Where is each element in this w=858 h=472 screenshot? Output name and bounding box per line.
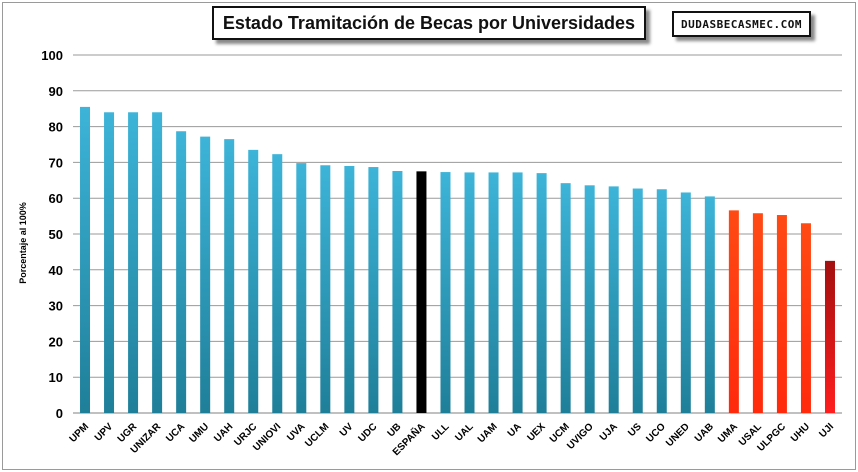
bar-ub [392, 170, 403, 413]
bar-ucm [560, 183, 571, 413]
y-tick-label: 0 [56, 406, 63, 421]
bar-ull [440, 172, 451, 413]
y-tick-label: 20 [49, 334, 63, 349]
x-tick-label: UAL [453, 421, 475, 443]
bar-unizar [152, 112, 163, 413]
bar-ulpgc [776, 215, 787, 413]
x-tick-label: UA [506, 421, 524, 439]
x-tick-label: UJA [598, 421, 620, 443]
gridlines [73, 54, 842, 414]
y-tick-label: 70 [49, 155, 63, 170]
y-tick-label: 50 [49, 227, 63, 242]
bar-uv [344, 165, 355, 413]
bar-uah [224, 139, 235, 413]
x-tick-label: UJI [817, 421, 836, 440]
y-tick-label: 30 [49, 299, 63, 314]
bar-uma [728, 210, 739, 413]
bar-uva [296, 163, 307, 413]
y-tick-label: 100 [41, 48, 63, 63]
bar-uji [824, 260, 835, 413]
bar-uhu [800, 223, 811, 413]
bar-ual [464, 172, 475, 413]
bar-upv [104, 112, 115, 413]
x-tick-label: UPV [93, 421, 116, 444]
bar-ua [512, 172, 523, 413]
x-tick-label: UB [386, 421, 404, 439]
bar-udc [368, 167, 379, 413]
bar-urjc [248, 149, 259, 413]
y-axis-label: Porcentaje al 100% [18, 202, 28, 284]
bars-group [80, 106, 835, 413]
bar-usal [752, 213, 763, 413]
x-tick-label: UVIGO [565, 421, 596, 452]
bar-uned [680, 192, 691, 413]
x-tick-label: UEX [525, 421, 548, 444]
bar-uco [656, 189, 667, 413]
bar-uab [704, 196, 715, 413]
bar-españa [416, 171, 427, 413]
x-tick-label: UAB [693, 421, 716, 444]
y-tick-label: 40 [49, 263, 63, 278]
y-axis-ticks: 0 10 20 30 40 50 60 70 80 90 100 [41, 48, 63, 421]
bar-ugr [128, 112, 139, 413]
bar-uja [608, 186, 619, 413]
x-tick-label: UCLM [303, 421, 331, 449]
x-tick-label: UCA [164, 421, 187, 444]
bar-uam [488, 172, 499, 413]
x-tick-label: UAM [476, 421, 500, 445]
x-tick-label: UMA [716, 421, 740, 445]
x-tick-label: US [626, 421, 644, 439]
y-tick-label: 10 [49, 370, 63, 385]
bar-uca [176, 131, 187, 413]
y-tick-label: 80 [49, 120, 63, 135]
bar-uex [536, 173, 547, 413]
bar-us [632, 188, 643, 413]
x-tick-label: UV [338, 421, 356, 439]
chart-title: Estado Tramitación de Becas por Universi… [212, 6, 646, 40]
x-tick-label: UDC [356, 421, 379, 444]
y-tick-label: 90 [49, 84, 63, 99]
bar-uclm [320, 165, 331, 413]
x-tick-label: UPM [68, 421, 92, 445]
bar-uniovi [272, 154, 283, 413]
x-tick-label: UMU [187, 421, 211, 445]
bar-upm [80, 106, 91, 413]
x-tick-label: UNED [664, 421, 692, 449]
x-tick-label: UHU [789, 421, 812, 444]
y-tick-label: 60 [49, 191, 63, 206]
bar-uvigo [584, 185, 595, 413]
brand-watermark: DUDASBECASMEC.COM [672, 11, 811, 37]
x-tick-label: ULL [430, 421, 452, 443]
bar-umu [200, 136, 211, 413]
